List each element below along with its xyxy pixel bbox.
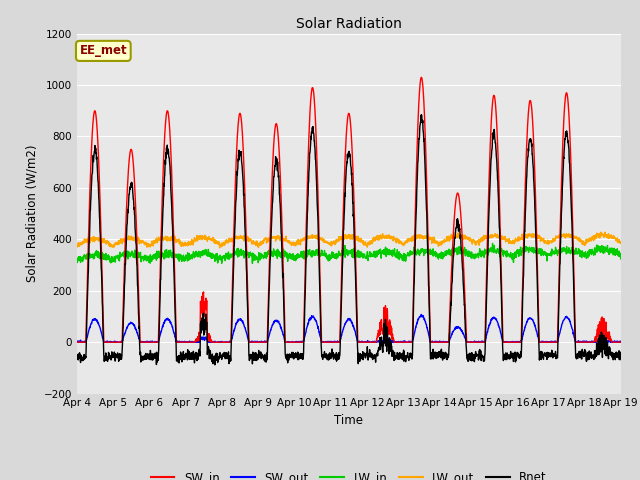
Line: LW_in: LW_in	[77, 243, 621, 264]
Rnet	[73, 356, 81, 361]
SW_in	[376, 329, 384, 335]
SW_out	[569, 328, 577, 334]
SW_out	[376, 338, 384, 344]
SW_in	[365, 339, 372, 345]
LW_out	[216, 245, 223, 251]
Rnet	[508, 354, 515, 360]
Rnet	[225, 356, 232, 361]
Rnet	[418, 112, 426, 118]
Y-axis label: Solar Radiation (W/m2): Solar Radiation (W/m2)	[25, 145, 38, 282]
SW_out	[507, 339, 515, 345]
Rnet	[570, 262, 577, 268]
X-axis label: Time: Time	[334, 414, 364, 427]
LW_in	[225, 249, 232, 255]
SW_in	[584, 339, 592, 345]
Title: Solar Radiation: Solar Radiation	[296, 17, 402, 31]
LW_out	[569, 233, 577, 239]
LW_in	[248, 261, 256, 266]
Line: SW_in: SW_in	[77, 77, 621, 342]
Rnet	[365, 353, 372, 359]
LW_in	[617, 256, 625, 262]
LW_in	[73, 259, 81, 264]
Rnet	[584, 354, 592, 360]
LW_out	[601, 229, 609, 235]
SW_in	[569, 231, 577, 237]
LW_out	[73, 242, 81, 248]
LW_out	[617, 240, 625, 245]
LW_out	[376, 232, 384, 238]
LW_out	[507, 239, 515, 245]
LW_in	[570, 247, 577, 253]
SW_out	[365, 339, 372, 345]
Legend: SW_in, SW_out, LW_in, LW_out, Rnet: SW_in, SW_out, LW_in, LW_out, Rnet	[146, 466, 552, 480]
SW_in	[617, 339, 625, 345]
LW_out	[365, 240, 372, 245]
LW_out	[584, 239, 592, 244]
Text: EE_met: EE_met	[79, 44, 127, 58]
SW_in	[417, 74, 425, 80]
SW_out	[417, 312, 425, 317]
Line: LW_out: LW_out	[77, 232, 621, 248]
SW_out	[617, 338, 625, 344]
Line: SW_out: SW_out	[77, 314, 621, 342]
SW_in	[507, 339, 515, 345]
Rnet	[376, 347, 384, 352]
SW_out	[73, 339, 81, 345]
LW_in	[584, 251, 592, 257]
SW_out	[584, 339, 592, 345]
Rnet	[211, 362, 219, 368]
SW_out	[225, 339, 232, 345]
LW_in	[376, 246, 384, 252]
LW_in	[489, 240, 497, 246]
LW_in	[365, 253, 372, 259]
Line: Rnet: Rnet	[77, 115, 621, 365]
SW_in	[225, 339, 232, 345]
Rnet	[617, 357, 625, 362]
LW_in	[508, 253, 515, 259]
LW_out	[225, 236, 232, 242]
SW_in	[73, 339, 81, 345]
